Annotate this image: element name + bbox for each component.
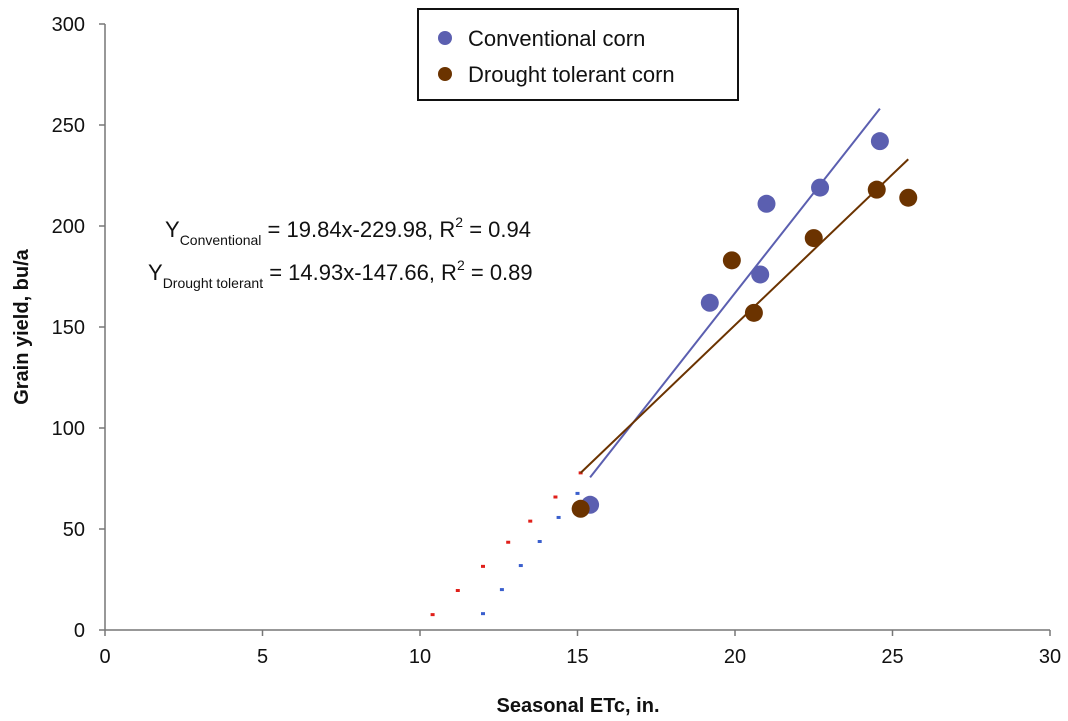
x-tick-label: 30: [1039, 646, 1061, 668]
eq-prefix: Y: [148, 260, 163, 285]
eq-prefix: Y: [165, 217, 180, 242]
legend-marker-drought-tolerant: [438, 67, 452, 81]
data-points: [571, 132, 918, 518]
y-tick-label: 0: [74, 620, 85, 642]
data-point-conventional: [757, 194, 776, 213]
y-tick-label: 50: [63, 519, 85, 541]
equation-conventional: YConventional = 19.84x-229.98, R2 = 0.94: [165, 214, 531, 248]
eq-subscript: Conventional: [180, 232, 262, 248]
equation-drought-tolerant: YDrought tolerant = 14.93x-147.66, R2 = …: [148, 257, 533, 291]
data-point-drought-tolerant: [899, 188, 918, 207]
y-tick-label: 150: [52, 317, 85, 339]
eq-superscript: 2: [457, 257, 465, 273]
x-tick-label: 10: [409, 646, 431, 668]
data-point-conventional: [751, 265, 770, 284]
x-tick-label: 20: [724, 646, 746, 668]
eq-subscript: Drought tolerant: [163, 275, 264, 291]
x-tick-label: 5: [257, 646, 268, 668]
regression-equations: YConventional = 19.84x-229.98, R2 = 0.94…: [148, 214, 533, 291]
eq-body: = 14.93x-147.66, R: [263, 260, 457, 285]
extrapolation-mark: [528, 519, 533, 523]
data-point-drought-tolerant: [744, 303, 763, 322]
axes: [104, 24, 1050, 631]
trendline-drought-tolerant: [579, 158, 909, 474]
eq-suffix: = 0.89: [465, 260, 533, 285]
extrapolation-mark: [553, 495, 558, 499]
x-tick-label: 15: [566, 646, 588, 668]
data-point-conventional: [700, 293, 719, 312]
extrapolation-mark: [506, 540, 511, 544]
extrapolation-marks: [430, 471, 583, 617]
extrapolation-mark: [518, 564, 523, 568]
extrapolation-mark: [575, 491, 580, 495]
legend-label-drought-tolerant: Drought tolerant corn: [468, 62, 675, 87]
eq-suffix: = 0.94: [463, 217, 531, 242]
extrapolation-mark: [455, 588, 460, 592]
legend: Conventional corn Drought tolerant corn: [417, 8, 739, 101]
x-tick-label: 25: [881, 646, 903, 668]
x-axis-title: Seasonal ETc, in.: [496, 695, 659, 717]
y-axis-title: Grain yield, bu/a: [11, 248, 33, 404]
data-point-conventional: [870, 132, 889, 151]
y-tick-label: 200: [52, 216, 85, 238]
trendline-conventional: [589, 108, 881, 478]
extrapolation-mark: [481, 612, 485, 616]
extrapolation-mark: [481, 564, 485, 568]
x-tick-label: 0: [99, 646, 110, 668]
legend-marker-conventional: [438, 31, 452, 45]
data-point-drought-tolerant: [804, 229, 823, 248]
data-point-conventional: [811, 178, 830, 197]
y-tick-label: 100: [52, 418, 85, 440]
y-tick-label: 300: [52, 14, 85, 36]
data-point-drought-tolerant: [571, 499, 590, 518]
legend-label-conventional: Conventional corn: [468, 26, 645, 51]
extrapolation-mark: [430, 613, 435, 617]
extrapolation-mark: [537, 539, 542, 543]
extrapolation-mark: [499, 588, 504, 592]
legend-box: [417, 8, 739, 101]
y-tick-label: 250: [52, 115, 85, 137]
data-point-drought-tolerant: [722, 251, 741, 270]
eq-body: = 19.84x-229.98, R: [261, 217, 455, 242]
trendlines: [579, 108, 909, 478]
data-point-drought-tolerant: [867, 180, 886, 199]
extrapolation-mark: [556, 515, 561, 519]
eq-superscript: 2: [455, 214, 463, 230]
